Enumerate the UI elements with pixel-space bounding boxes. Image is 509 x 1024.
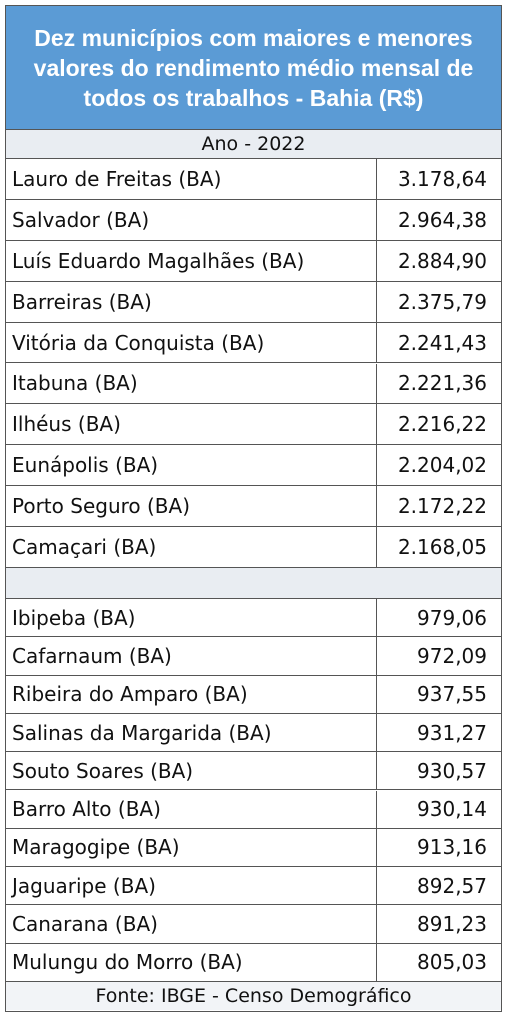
municipality: Luís Eduardo Magalhães (BA) (12, 248, 305, 273)
income-value: 892,57 (376, 867, 501, 905)
municipality: Camaçari (BA) (12, 535, 157, 560)
income-value: 805,03 (376, 943, 501, 981)
municipality: Cafarnaum (BA) (12, 643, 172, 668)
table-row: Ribeira do Amparo (BA) 937,55 (6, 675, 501, 714)
municipality: Barreiras (BA) (12, 289, 152, 314)
table-row: Itabuna (BA) 2.221,36 (6, 363, 501, 405)
table-row: Luís Eduardo Magalhães (BA) 2.884,90 (6, 240, 501, 282)
municipality: Lauro de Freitas (BA) (12, 166, 222, 191)
table-row: Eunápolis (BA) 2.204,02 (6, 445, 501, 487)
municipality: Salvador (BA) (12, 207, 150, 232)
municipality: Ribeira do Amparo (BA) (12, 682, 248, 707)
municipality: Ibipeba (BA) (12, 605, 136, 630)
income-value: 937,55 (376, 675, 501, 713)
table-row: Salinas da Margarida (BA) 931,27 (6, 713, 501, 753)
table-row: Porto Seguro (BA) 2.172,22 (6, 486, 501, 528)
municipality: Porto Seguro (BA) (12, 494, 190, 519)
table-row: Salvador (BA) 2.964,38 (6, 199, 501, 241)
municipality: Maragogipe (BA) (12, 835, 180, 860)
table-row: Lauro de Freitas (BA) 3.178,64 (6, 159, 501, 200)
table-row: Mulungu do Morro (BA) 805,03 (6, 943, 501, 982)
municipality: Mulungu do Morro (BA) (12, 950, 243, 975)
table-row: Jaguaripe (BA) 892,57 (6, 867, 501, 906)
table-row: Maragogipe (BA) 913,16 (6, 828, 501, 868)
separator (6, 568, 501, 599)
year-band: Ano - 2022 (6, 130, 501, 159)
municipality: Salinas da Margarida (BA) (12, 720, 272, 745)
income-value: 931,27 (376, 713, 501, 752)
income-value: 2.168,05 (376, 527, 501, 567)
income-value: 930,57 (376, 752, 501, 790)
income-value: 3.178,64 (376, 159, 501, 199)
table-row: Cafarnaum (BA) 972,09 (6, 637, 501, 676)
income-value: 2.204,02 (376, 445, 501, 486)
income-value: 2.216,22 (376, 404, 501, 445)
table-row: Ilhéus (BA) 2.216,22 (6, 404, 501, 446)
table-row: Barreiras (BA) 2.375,79 (6, 281, 501, 323)
municipality: Souto Soares (BA) (12, 758, 194, 783)
income-value: 913,16 (376, 828, 501, 867)
municipality: Canarana (BA) (12, 912, 158, 937)
table-row: Ibipeba (BA) 979,06 (6, 599, 501, 638)
municipality: Itabuna (BA) (12, 371, 138, 396)
table: Dez municípios com maiores e menores val… (5, 5, 502, 1012)
municipality: Vitória da Conquista (BA) (12, 330, 265, 355)
municipality: Jaguaripe (BA) (12, 873, 156, 898)
table-title: Dez municípios com maiores e menores val… (6, 6, 501, 130)
income-value: 930,14 (376, 790, 501, 828)
income-value: 2.964,38 (376, 199, 501, 240)
table-row: Barro Alto (BA) 930,14 (6, 790, 501, 829)
table-row: Vitória da Conquista (BA) 2.241,43 (6, 322, 501, 364)
income-value: 2.241,43 (376, 322, 501, 363)
table-row: Camaçari (BA) 2.168,05 (6, 527, 501, 568)
table-row: Canarana (BA) 891,23 (6, 905, 501, 944)
source: Fonte: IBGE - Censo Demográfico (6, 982, 501, 1010)
income-value: 2.172,22 (376, 486, 501, 527)
income-value: 972,09 (376, 637, 501, 675)
municipality: Ilhéus (BA) (12, 412, 121, 437)
income-value: 2.375,79 (376, 281, 501, 322)
income-value: 2.884,90 (376, 240, 501, 281)
municipality: Barro Alto (BA) (12, 797, 161, 822)
income-value: 2.221,36 (376, 363, 501, 404)
income-value: 979,06 (376, 599, 501, 637)
table-row: Souto Soares (BA) 930,57 (6, 752, 501, 791)
municipality: Eunápolis (BA) (12, 453, 159, 478)
income-value: 891,23 (376, 905, 501, 943)
